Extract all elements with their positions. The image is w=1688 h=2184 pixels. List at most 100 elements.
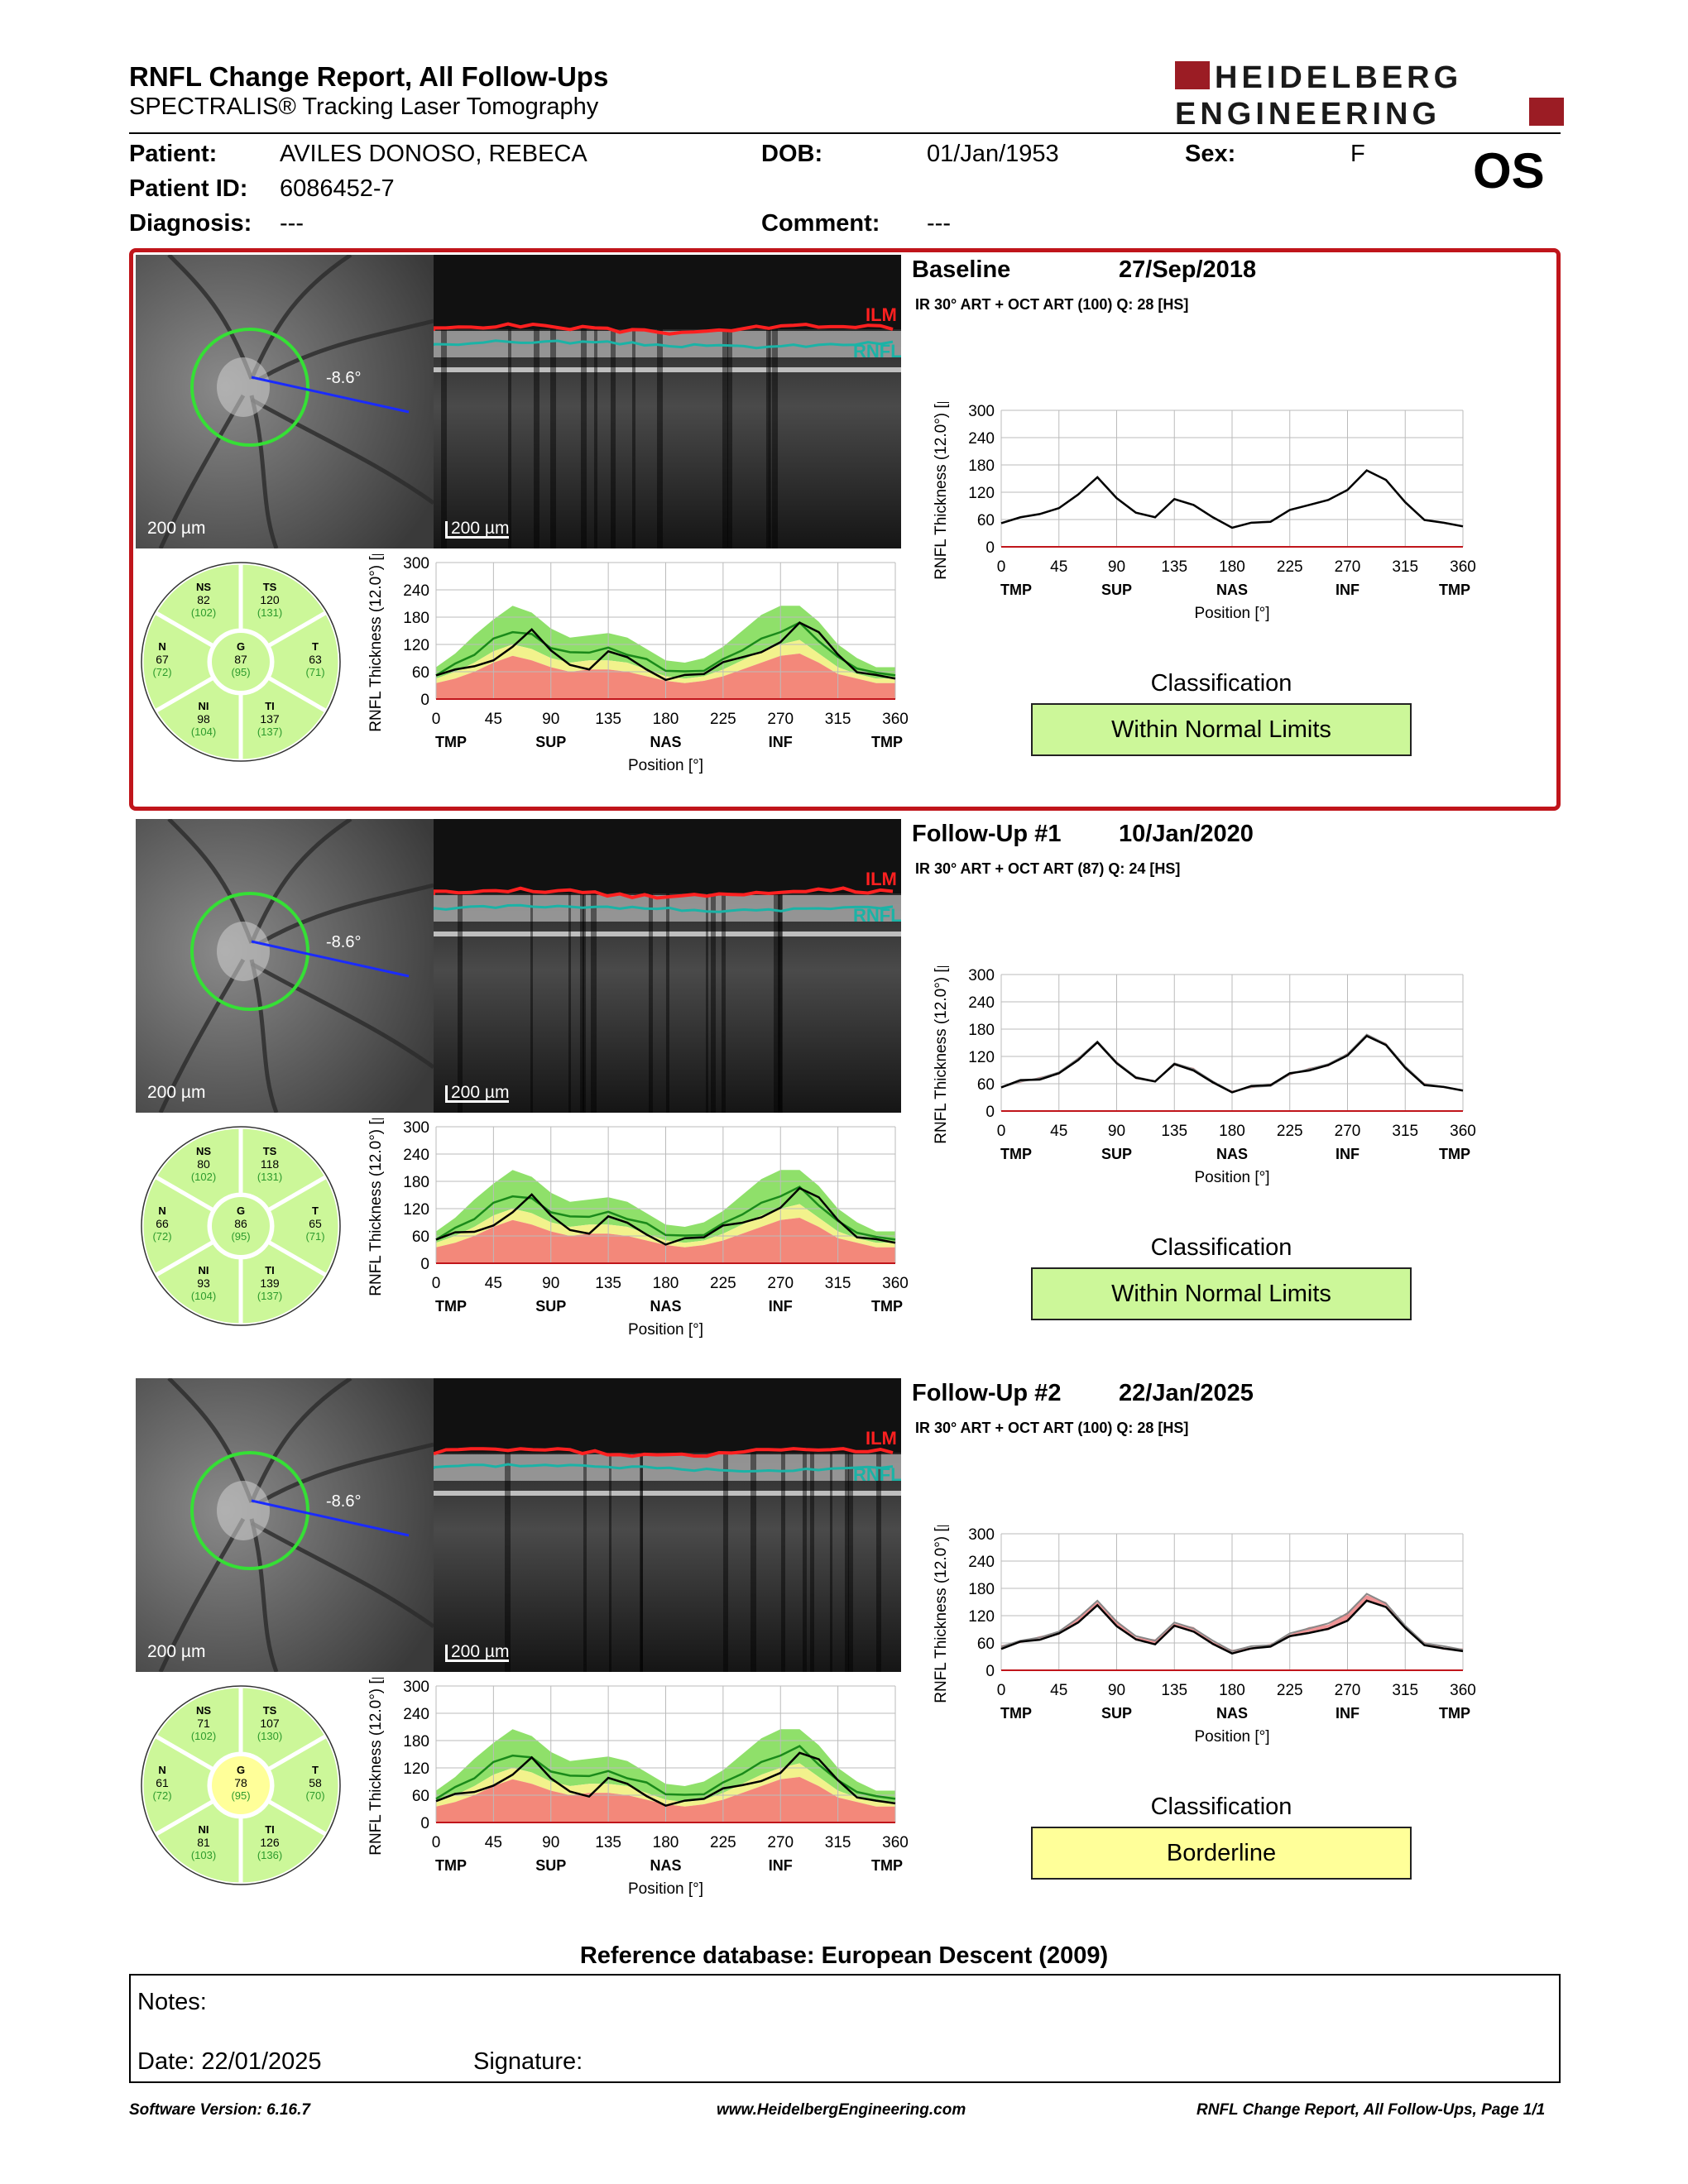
rnfl-profile-line <box>1000 1034 1464 1094</box>
rnfl-profile-line <box>435 1751 896 1807</box>
y-tick-label: 180 <box>403 1733 429 1751</box>
x-axis-label: Position [°] <box>1194 1169 1269 1186</box>
sector-value: 139 <box>260 1276 280 1290</box>
x-tick-label: 360 <box>882 711 909 728</box>
comment-label: Comment: <box>761 210 880 237</box>
x-region-label: SUP <box>1101 1705 1132 1722</box>
sector-label: NS <box>196 1145 211 1157</box>
sector-ref: (136) <box>257 1849 282 1861</box>
x-tick-label: 225 <box>710 711 736 728</box>
sector-value: 61 <box>156 1776 169 1789</box>
y-axis-label: RNFL Thickness (12.0°) [µm] <box>933 966 950 1144</box>
rnfl-band-chart-0: 300 240 180 120 60 00 45 90 135 180 225 270 315 360 TM… <box>367 554 909 774</box>
sector-label: TI <box>265 1264 275 1276</box>
sector-value: 78 <box>234 1776 247 1789</box>
y-tick-label: 60 <box>412 1228 429 1246</box>
oct-scale-label: 200 µm <box>445 1643 510 1662</box>
y-tick-label: 240 <box>403 1147 429 1164</box>
sector-label: NI <box>199 1264 209 1276</box>
sector-label: TS <box>263 581 277 593</box>
x-region-label: NAS <box>650 734 681 750</box>
y-axis-label: RNFL Thickness (12.0°) [µm] <box>933 402 950 580</box>
section-date-0: 27/Sep/2018 <box>1119 256 1257 283</box>
x-tick-label: 0 <box>432 1834 441 1851</box>
normal-mean-line <box>435 1185 896 1241</box>
y-tick-label: 180 <box>968 1581 995 1598</box>
classification-badge-1: Within Normal Limits <box>1031 1267 1412 1320</box>
y-tick-label: 60 <box>412 1788 429 1805</box>
x-region-label: INF <box>769 734 793 750</box>
y-tick-label: 180 <box>968 457 995 475</box>
sector-ref: (71) <box>305 666 324 678</box>
y-tick-label: 300 <box>403 1679 429 1696</box>
fundus-image-0: -8.6° 200 µm <box>136 255 434 548</box>
sector-label: G <box>237 1764 245 1776</box>
baseline-line <box>1000 1592 1464 1652</box>
x-region-label: NAS <box>1216 1146 1248 1162</box>
sector-value: 81 <box>197 1836 210 1849</box>
oct-scale-label: 200 µm <box>445 520 510 539</box>
sector-label: T <box>312 1205 319 1217</box>
y-tick-label: 300 <box>968 967 995 984</box>
y-tick-label: 0 <box>985 1104 995 1121</box>
sector-label: N <box>158 1764 165 1776</box>
x-tick-label: 270 <box>767 711 794 728</box>
sector-ref: (70) <box>305 1789 324 1802</box>
sector-value: 87 <box>234 653 247 666</box>
x-tick-label: 270 <box>1335 558 1361 576</box>
sector-label: TS <box>263 1145 277 1157</box>
sex-label: Sex: <box>1185 141 1236 167</box>
sector-value: 98 <box>197 712 210 726</box>
sector-ref: (137) <box>257 1290 282 1302</box>
x-tick-label: 315 <box>1392 1123 1418 1140</box>
x-tick-label: 45 <box>485 1834 502 1851</box>
y-tick-label: 0 <box>420 692 429 709</box>
sector-value: 82 <box>197 593 210 606</box>
sector-label: NI <box>199 700 209 712</box>
fundus-image-1: -8.6° 200 µm <box>136 819 434 1113</box>
classification-badge-2: Borderline <box>1031 1827 1412 1880</box>
x-region-label: INF <box>1336 1146 1360 1162</box>
sector-ref: (130) <box>257 1730 282 1742</box>
y-tick-label: 180 <box>403 610 429 627</box>
y-tick-label: 240 <box>968 430 995 448</box>
section-name-0: Baseline <box>912 256 1011 283</box>
x-region-label: INF <box>1336 1705 1360 1722</box>
x-tick-label: 45 <box>485 1275 502 1292</box>
scan-info-1: IR 30° ART + OCT ART (87) Q: 24 [HS] <box>915 860 1181 877</box>
sector-diagram-0: TS120(131)T63(71)TI137(137)NI98(104)N67(… <box>139 560 343 764</box>
sector-ref: (131) <box>257 1171 282 1183</box>
x-tick-label: 90 <box>1108 558 1125 576</box>
x-tick-label: 0 <box>997 1682 1006 1699</box>
website-link[interactable]: www.HeidelbergEngineering.com <box>717 2101 966 2119</box>
header-rule <box>129 132 1561 134</box>
notes-box[interactable]: Notes: Date: 22/01/2025 Signature: <box>129 1974 1561 2083</box>
sector-ref: (102) <box>191 606 216 619</box>
x-tick-label: 225 <box>710 1275 736 1292</box>
x-region-label: TMP <box>435 734 467 750</box>
y-tick-label: 300 <box>403 555 429 572</box>
signature-label: Signature: <box>473 2048 583 2075</box>
x-region-label: TMP <box>1000 582 1032 598</box>
sector-label: N <box>158 1205 165 1217</box>
sector-ref: (95) <box>231 1230 250 1243</box>
notes-label: Notes: <box>137 1989 207 2015</box>
y-tick-label: 0 <box>985 1663 995 1680</box>
sector-value: 63 <box>309 653 322 666</box>
y-tick-label: 120 <box>968 1608 995 1626</box>
y-tick-label: 240 <box>968 994 995 1012</box>
baseline-frame <box>129 248 1561 811</box>
x-tick-label: 315 <box>825 711 851 728</box>
y-tick-label: 0 <box>420 1815 429 1832</box>
x-region-label: SUP <box>535 1298 566 1315</box>
y-tick-label: 180 <box>403 1174 429 1191</box>
sector-ref: (131) <box>257 606 282 619</box>
scan-info-0: IR 30° ART + OCT ART (100) Q: 28 [HS] <box>915 296 1189 313</box>
sector-ref: (104) <box>191 726 216 738</box>
oct-bscan-2: ILM RNFL 200 µm <box>434 1378 901 1672</box>
x-region-label: SUP <box>1101 1146 1132 1162</box>
y-axis-label: RNFL Thickness (12.0°) [µm] <box>933 1525 950 1703</box>
comment-value: --- <box>927 210 951 237</box>
x-region-label: TMP <box>1439 1705 1470 1722</box>
x-axis-label: Position [°] <box>1194 605 1269 622</box>
